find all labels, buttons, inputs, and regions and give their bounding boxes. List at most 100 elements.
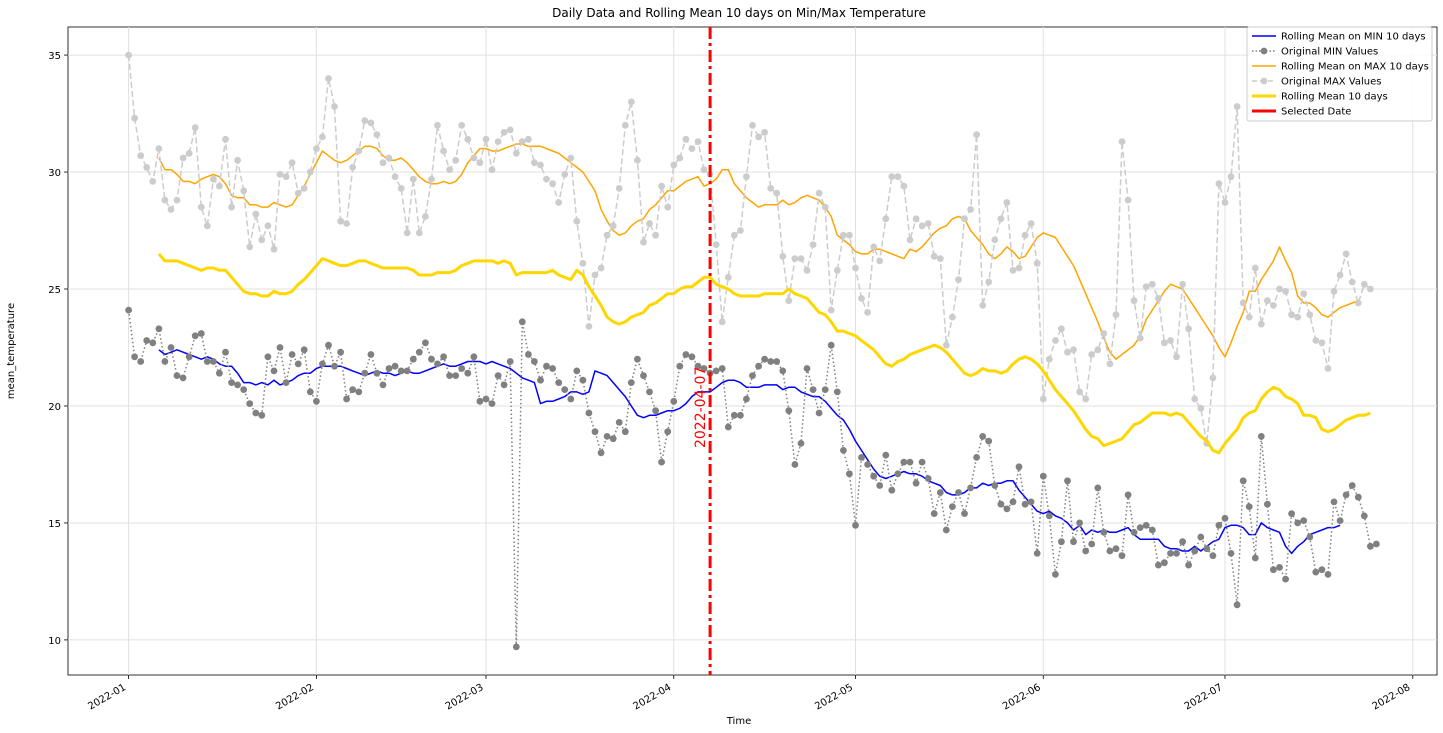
data-point bbox=[1118, 552, 1126, 560]
grid bbox=[68, 27, 1437, 675]
data-point bbox=[1167, 337, 1174, 344]
legend-label: Original MAX Values bbox=[1281, 77, 1381, 88]
data-point bbox=[452, 372, 460, 379]
data-point bbox=[1039, 395, 1047, 403]
data-point bbox=[737, 411, 744, 419]
data-point bbox=[949, 313, 956, 321]
data-point bbox=[258, 411, 266, 419]
data-point bbox=[597, 449, 605, 457]
data-point bbox=[634, 355, 641, 363]
data-point bbox=[967, 484, 974, 492]
data-point bbox=[131, 114, 139, 122]
x-axis: 2022-01 2022-02 2022-03 2022-04 2022-05 2022-… bbox=[86, 675, 1414, 712]
data-point bbox=[288, 351, 296, 358]
data-point bbox=[488, 166, 496, 174]
data-point bbox=[1130, 528, 1138, 536]
data-point bbox=[1082, 395, 1090, 403]
data-point bbox=[858, 295, 865, 302]
data-point bbox=[1100, 528, 1108, 536]
data-point bbox=[470, 353, 478, 361]
data-point bbox=[531, 159, 538, 167]
data-point bbox=[833, 388, 841, 396]
data-point bbox=[1245, 503, 1253, 510]
data-point bbox=[785, 297, 793, 305]
data-point bbox=[240, 187, 248, 195]
data-point bbox=[1064, 348, 1071, 356]
data-point bbox=[815, 189, 823, 197]
data-point bbox=[1270, 302, 1277, 309]
data-point bbox=[579, 376, 587, 384]
data-point bbox=[264, 353, 272, 361]
data-point bbox=[561, 171, 569, 178]
data-point bbox=[1082, 547, 1090, 555]
data-point bbox=[997, 215, 1005, 223]
data-point bbox=[894, 470, 902, 478]
data-point bbox=[367, 351, 375, 358]
data-point bbox=[167, 206, 175, 213]
selected-date-layer: 2022-04-07 bbox=[693, 27, 712, 675]
data-point bbox=[355, 147, 363, 155]
data-point bbox=[1300, 290, 1308, 298]
data-point bbox=[936, 489, 944, 496]
x-tick-label: 2022-04 bbox=[632, 682, 674, 712]
data-point bbox=[1288, 311, 1295, 319]
data-point bbox=[482, 135, 490, 143]
data-point bbox=[821, 386, 829, 393]
data-point bbox=[1294, 519, 1302, 527]
data-point bbox=[1348, 482, 1356, 489]
series-line-3 bbox=[127, 55, 1371, 445]
data-point bbox=[912, 479, 920, 487]
data-point bbox=[682, 135, 690, 143]
data-point bbox=[1003, 505, 1011, 513]
data-point bbox=[900, 182, 908, 190]
data-point bbox=[397, 367, 405, 375]
data-point bbox=[246, 243, 254, 251]
data-point bbox=[306, 388, 314, 396]
data-point bbox=[1185, 561, 1192, 569]
data-point bbox=[1106, 360, 1114, 368]
data-point bbox=[567, 154, 575, 162]
data-point bbox=[930, 252, 938, 260]
data-point bbox=[240, 386, 248, 393]
x-axis-label: Time bbox=[726, 716, 751, 727]
data-point bbox=[458, 121, 466, 129]
data-point bbox=[991, 236, 999, 244]
data-point bbox=[222, 135, 229, 143]
data-point bbox=[621, 121, 629, 129]
data-point bbox=[1264, 297, 1271, 305]
data-point bbox=[537, 376, 544, 384]
data-point bbox=[428, 175, 435, 183]
data-point bbox=[270, 245, 278, 253]
x-tick-label: 2022-07 bbox=[1183, 682, 1225, 712]
data-point bbox=[343, 395, 350, 403]
data-point bbox=[949, 503, 956, 510]
data-point bbox=[294, 360, 302, 368]
data-point bbox=[1148, 280, 1156, 288]
data-point bbox=[397, 185, 405, 192]
data-point bbox=[779, 367, 787, 375]
data-point bbox=[555, 379, 563, 386]
data-point bbox=[276, 344, 284, 351]
data-point bbox=[1354, 299, 1362, 307]
data-point bbox=[1312, 568, 1320, 576]
x-tick-label: 2022-06 bbox=[1001, 682, 1043, 712]
data-point bbox=[627, 98, 635, 106]
data-point bbox=[676, 154, 684, 162]
data-point bbox=[985, 437, 993, 445]
data-point bbox=[1312, 337, 1320, 344]
data-point bbox=[791, 255, 799, 262]
data-point bbox=[549, 180, 556, 188]
data-point bbox=[403, 229, 411, 237]
data-point bbox=[294, 189, 302, 197]
legend-box bbox=[1246, 26, 1433, 122]
data-point bbox=[955, 489, 962, 496]
data-point bbox=[773, 358, 781, 365]
data-point bbox=[991, 482, 999, 489]
data-point bbox=[167, 344, 175, 351]
data-point bbox=[191, 332, 199, 340]
data-point bbox=[1300, 517, 1308, 524]
data-point bbox=[1148, 526, 1156, 534]
data-point bbox=[531, 358, 538, 365]
data-point bbox=[143, 164, 151, 171]
